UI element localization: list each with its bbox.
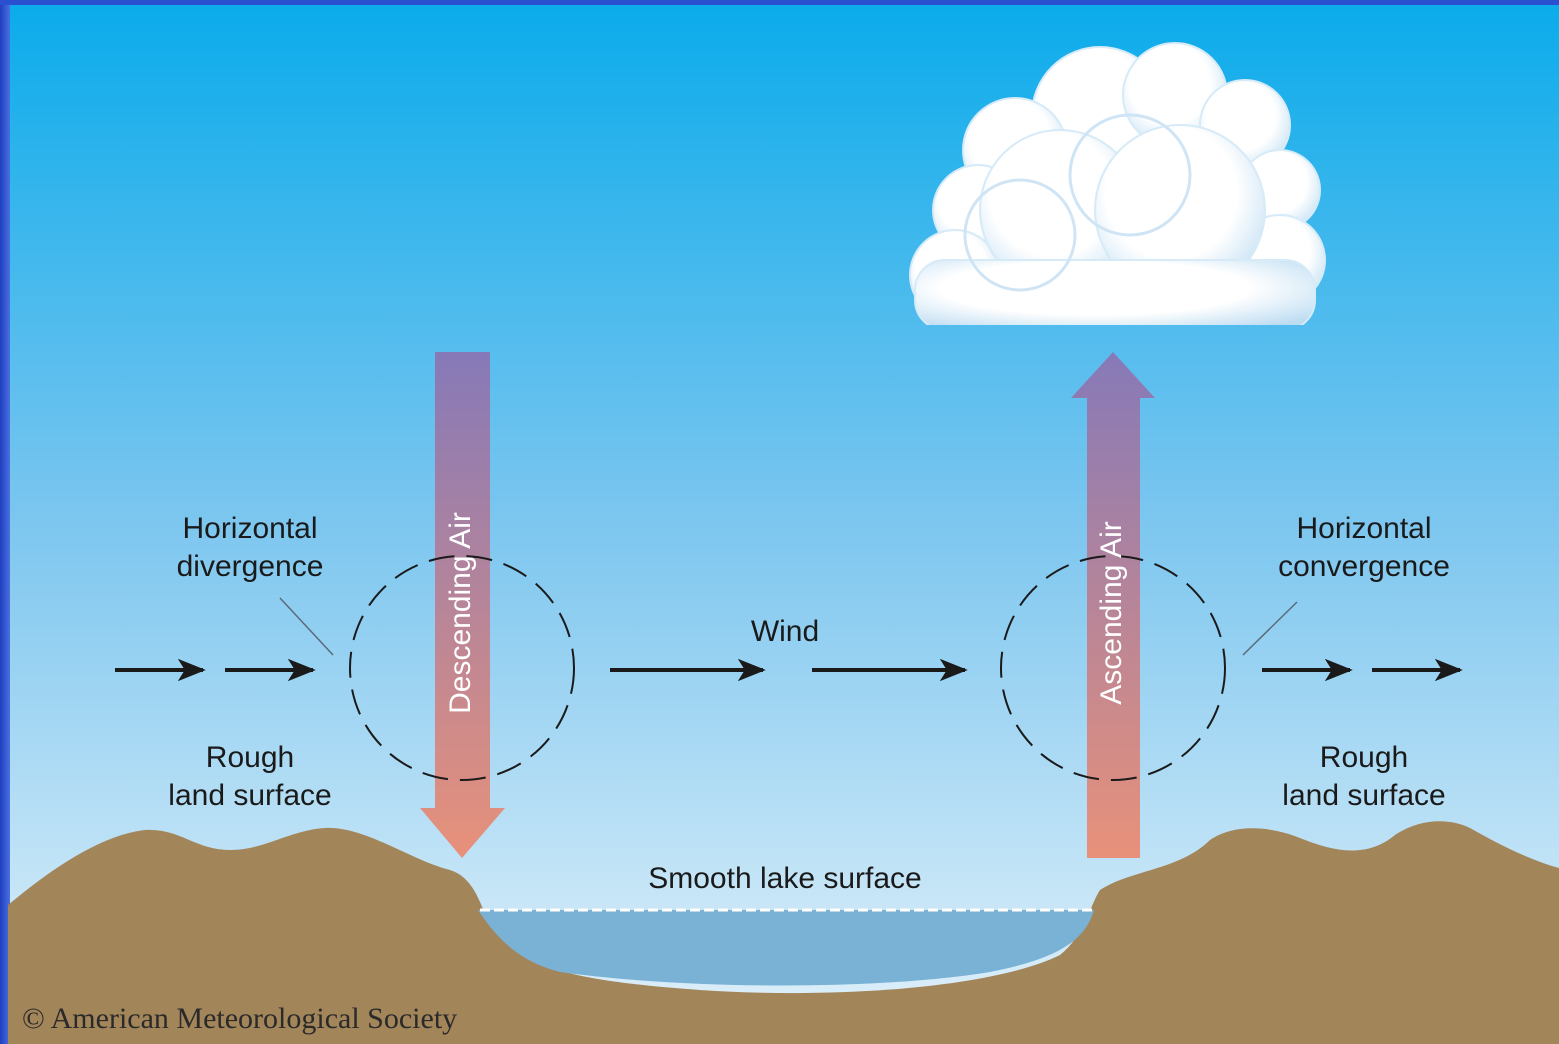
page: {"divergence_label": ["Horizontal", "div… bbox=[0, 0, 1559, 1044]
border bbox=[0, 0, 10, 1044]
convergence-label: convergence bbox=[1278, 550, 1450, 583]
border bbox=[0, 0, 1559, 5]
divergence-label: divergence bbox=[177, 550, 324, 583]
divergence-label: Horizontal bbox=[182, 512, 317, 545]
descending-label: Descending Air bbox=[444, 512, 477, 714]
land-label: Rough bbox=[206, 741, 294, 774]
diagram: Horizontal divergence Horizontal converg… bbox=[0, 0, 1559, 1044]
copyright: © American Meteorological Society bbox=[22, 1002, 457, 1035]
land-label: Rough bbox=[1320, 741, 1408, 774]
convergence-label: Horizontal bbox=[1296, 512, 1431, 545]
wind-label: Wind bbox=[751, 615, 819, 648]
lake-label: Smooth lake surface bbox=[648, 862, 921, 895]
land-label: land surface bbox=[1282, 779, 1445, 812]
land-label: land surface bbox=[168, 779, 331, 812]
ascending-label: Ascending Air bbox=[1095, 521, 1128, 704]
